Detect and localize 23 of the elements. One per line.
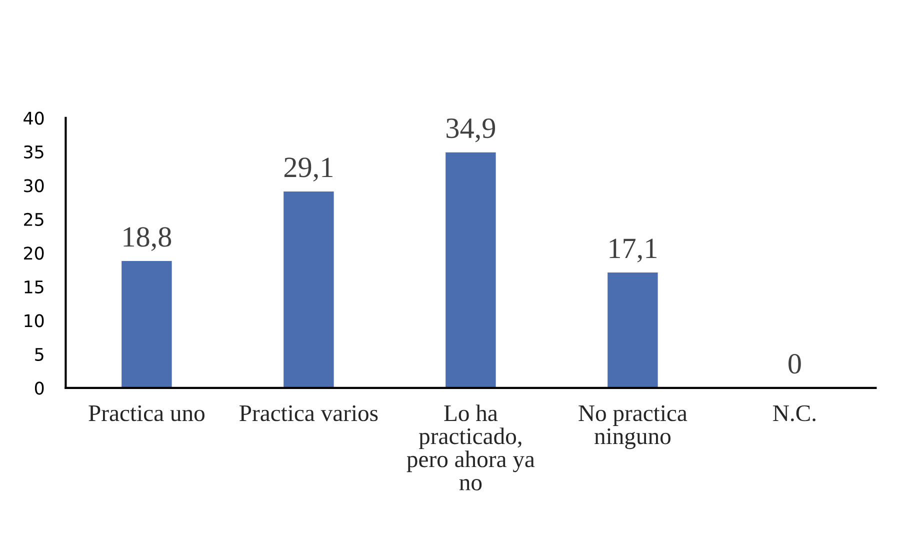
y-tick-label: 5 bbox=[35, 348, 44, 361]
y-tick-label: 0 bbox=[34, 382, 44, 395]
bar bbox=[122, 261, 172, 388]
y-tick-label: 35 bbox=[24, 145, 44, 159]
y-tick-label: 20 bbox=[24, 246, 44, 260]
bar bbox=[446, 152, 496, 388]
x-tick-label: N.C. bbox=[773, 405, 816, 422]
data-label: 0 bbox=[788, 354, 801, 374]
y-tick-label: 30 bbox=[24, 179, 44, 192]
data-label: 18,8 bbox=[124, 227, 172, 251]
data-label: 17,1 bbox=[610, 238, 656, 262]
x-tick-label: Practica uno bbox=[88, 405, 204, 422]
x-tick-label: No practica ninguno bbox=[578, 405, 688, 450]
data-label: 34,9 bbox=[446, 118, 496, 142]
y-tick-label: 10 bbox=[24, 314, 44, 328]
data-label: 29,1 bbox=[284, 158, 332, 182]
y-tick-label: 15 bbox=[24, 280, 44, 294]
x-tick-label: Lo ha practicado, pero ahora ya no bbox=[406, 404, 535, 490]
y-tick-label: 25 bbox=[24, 212, 44, 226]
bar bbox=[608, 272, 658, 388]
bar bbox=[284, 192, 334, 388]
x-tick-label: Practica varios bbox=[240, 405, 378, 422]
y-tick-label: 40 bbox=[24, 112, 44, 125]
